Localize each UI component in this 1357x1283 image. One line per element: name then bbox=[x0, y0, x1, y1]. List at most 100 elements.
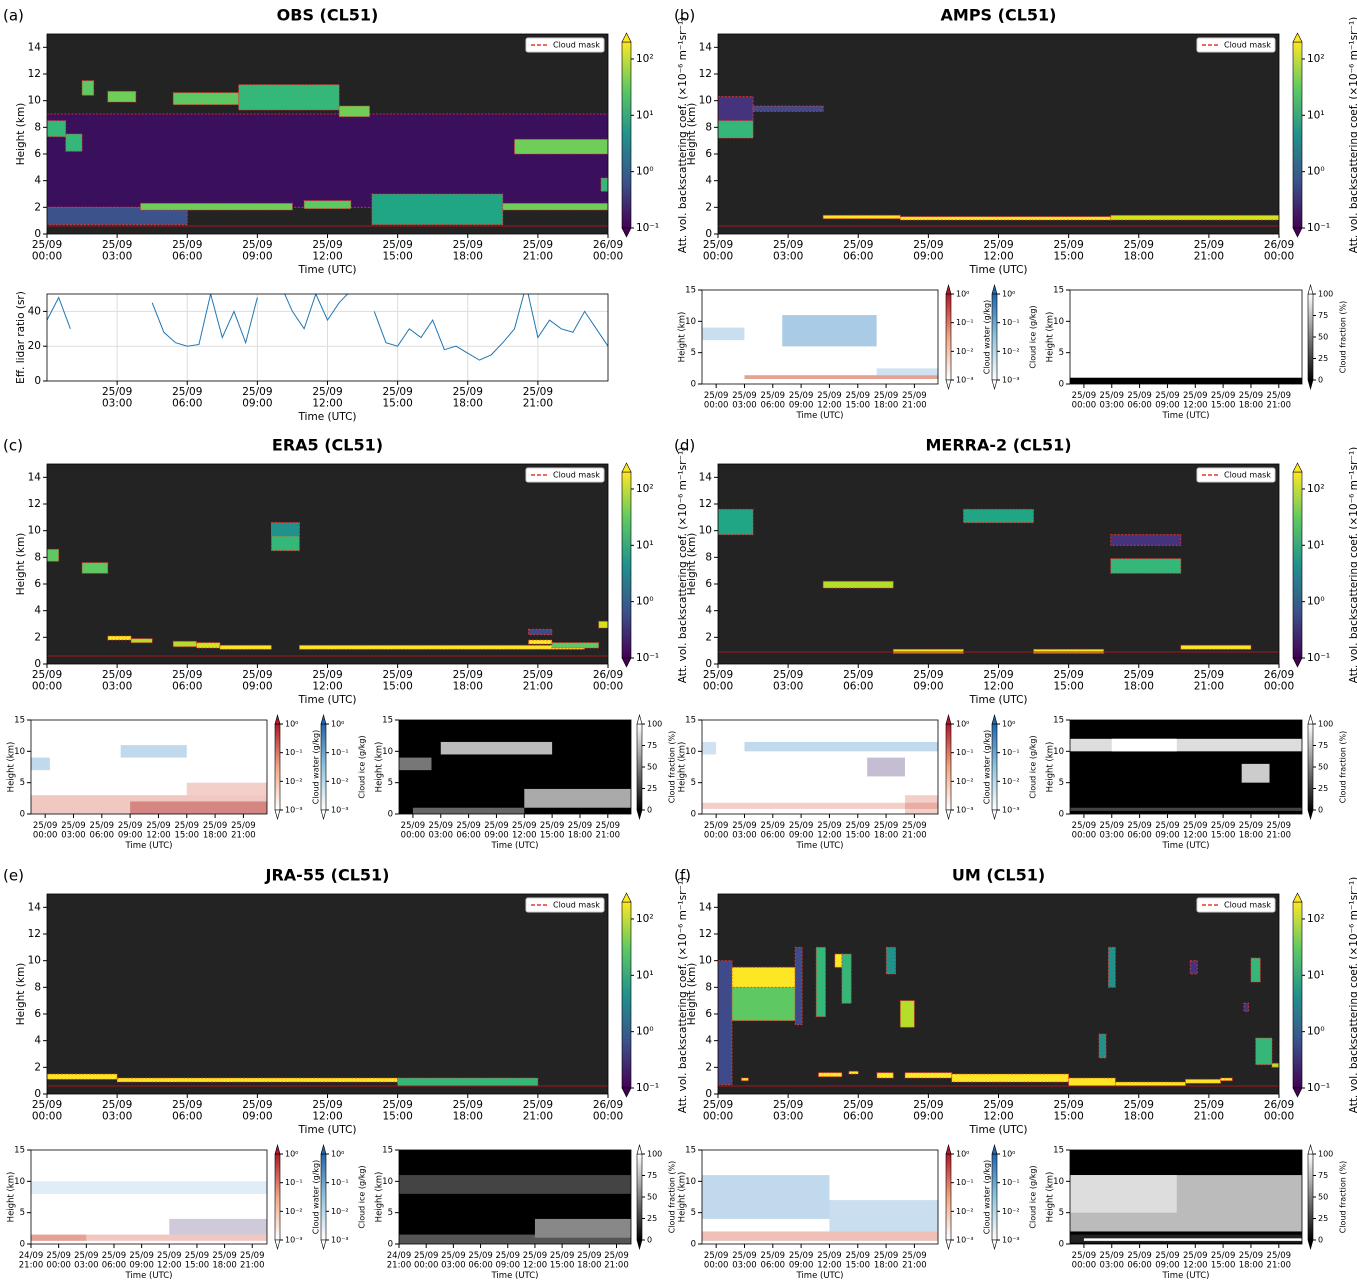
x-tick-label: 25/09 00:00 bbox=[703, 239, 733, 263]
cloud-layer bbox=[731, 966, 796, 988]
x-tick-label: 25/09 21:00 bbox=[1267, 821, 1292, 840]
colorbar-tick-label: 10⁻¹ bbox=[331, 748, 349, 757]
colorbar-label: Cloud fraction (%) bbox=[1339, 731, 1348, 804]
x-axis-label: Time (UTC) bbox=[297, 694, 356, 706]
y-axis-label: Height (km) bbox=[7, 742, 17, 793]
colorbar-tick-label: 10⁻¹ bbox=[956, 748, 974, 757]
x-tick-label: 25/09 06:00 bbox=[843, 1099, 873, 1123]
x-axis-label: Time (UTC) bbox=[968, 264, 1027, 276]
colorbar-extend bbox=[1292, 892, 1303, 903]
x-tick-label: 25/09 00:00 bbox=[414, 1251, 439, 1270]
y-axis-label: Height (km) bbox=[1046, 1172, 1056, 1223]
panel-title: AMPS (CL51) bbox=[941, 6, 1057, 25]
y-tick-label: 15 bbox=[685, 716, 696, 726]
cloud-layer bbox=[514, 138, 608, 155]
cloud-layer bbox=[841, 953, 852, 1004]
axes-frame bbox=[701, 289, 939, 385]
x-tick-label: 26/09 00:00 bbox=[593, 1099, 623, 1123]
y-tick-label: 10 bbox=[382, 747, 393, 757]
x-tick-label: 25/09 06:00 bbox=[456, 821, 481, 840]
x-tick-label: 25/09 21:00 bbox=[596, 821, 621, 840]
x-axis-label: Time (UTC) bbox=[1162, 411, 1210, 421]
y-tick-label: 0 bbox=[705, 228, 712, 240]
colorbar-tick-label: 10⁻² bbox=[331, 1207, 349, 1216]
x-tick-label: 25/09 21:00 bbox=[1267, 1251, 1292, 1270]
colorbar-tick-label: 10⁻³ bbox=[956, 806, 974, 815]
x-tick-label: 25/09 18:00 bbox=[203, 821, 228, 840]
colorbar-tick-label: 10² bbox=[1307, 53, 1325, 65]
y-tick-label: 40 bbox=[28, 305, 41, 317]
x-axis-label: Time (UTC) bbox=[125, 1271, 173, 1281]
cloud-layer bbox=[904, 795, 938, 814]
colorbar-tick-label: 10⁻³ bbox=[1002, 1236, 1020, 1245]
cloud-layer bbox=[1070, 738, 1302, 752]
y-tick-label: 5 bbox=[1059, 778, 1064, 788]
cloud-layer bbox=[744, 375, 938, 379]
x-tick-label: 25/09 12:00 bbox=[146, 821, 171, 840]
y-tick-label: 0 bbox=[1059, 380, 1064, 390]
y-tick-label: 10 bbox=[685, 1177, 696, 1187]
x-tick-label: 25/09 15:00 bbox=[1211, 821, 1236, 840]
x-tick-label: 25/09 03:00 bbox=[1100, 1251, 1125, 1270]
axes-frame bbox=[717, 893, 1280, 1095]
colorbar-tick-label: 10⁻³ bbox=[956, 1236, 974, 1245]
colorbar-extend bbox=[991, 809, 998, 821]
cloud-layer bbox=[440, 741, 553, 755]
y-tick-label: 2 bbox=[34, 631, 41, 643]
x-tick-label: 25/09 15:00 bbox=[382, 669, 412, 693]
axes-frame bbox=[1069, 289, 1303, 385]
colorbar-tick-label: 100 bbox=[647, 1150, 662, 1159]
colorbar-extend bbox=[1307, 283, 1314, 295]
plot-background bbox=[718, 894, 1279, 1094]
colorbar-tick-label: 50 bbox=[647, 1193, 657, 1202]
cloud-layer bbox=[1255, 1037, 1273, 1066]
x-tick-label: 25/09 21:00 bbox=[604, 1251, 629, 1270]
x-tick-label: 25/09 18:00 bbox=[1239, 821, 1264, 840]
x-tick-label: 25/09 06:00 bbox=[468, 1251, 493, 1270]
x-tick-label: 25/09 03:00 bbox=[1100, 821, 1125, 840]
y-axis-label: Height (km) bbox=[375, 1172, 385, 1223]
x-tick-label: 25/09 12:00 bbox=[1183, 821, 1208, 840]
cloud-layer bbox=[502, 202, 608, 211]
cloud-layer bbox=[31, 1234, 87, 1241]
cloud-layer bbox=[371, 193, 504, 226]
x-tick-label: 25/09 15:00 bbox=[1211, 391, 1236, 410]
y-tick-label: 8 bbox=[705, 981, 712, 993]
colorbar-extend bbox=[1307, 809, 1314, 821]
colorbar-tick-label: 10¹ bbox=[636, 109, 654, 121]
y-axis-label: Height (km) bbox=[686, 103, 698, 166]
x-tick-label: 24/09 21:00 bbox=[19, 1251, 44, 1270]
cloud-layer bbox=[702, 327, 745, 341]
colorbar-tick-label: 10⁻² bbox=[956, 1207, 974, 1216]
colorbar-label: Cloud water (g/kg) bbox=[312, 1160, 321, 1234]
y-tick-label: 10 bbox=[699, 955, 712, 967]
colorbar-extend bbox=[320, 713, 327, 725]
x-tick-label: 25/09 12:00 bbox=[312, 669, 342, 693]
colorbar-label: Att. vol. backscattering coef. (×10⁻⁶ m⁻… bbox=[677, 877, 689, 1114]
panel-letter: (b) bbox=[674, 7, 695, 25]
plot-background bbox=[718, 464, 1279, 664]
x-tick-label: 25/09 03:00 bbox=[732, 1251, 757, 1270]
x-tick-label: 25/09 21:00 bbox=[523, 386, 553, 410]
x-tick-label: 25/09 09:00 bbox=[118, 821, 143, 840]
colorbar-tick-label: 10⁻¹ bbox=[331, 1178, 349, 1187]
y-tick-label: 0 bbox=[34, 658, 41, 670]
y-tick-label: 12 bbox=[28, 498, 41, 510]
y-axis-label: Height (km) bbox=[15, 963, 27, 1026]
colorbar bbox=[1292, 41, 1303, 229]
colorbar bbox=[991, 723, 998, 811]
colorbar-label: Cloud fraction (%) bbox=[668, 1161, 677, 1234]
y-tick-label: 5 bbox=[691, 1208, 696, 1218]
colorbar-tick-label: 10² bbox=[636, 483, 654, 495]
cloud-layer bbox=[528, 639, 553, 645]
colorbar-tick-label: 10⁰ bbox=[331, 720, 344, 729]
x-tick-label: 25/09 06:00 bbox=[761, 391, 786, 410]
colorbar-tick-label: 25 bbox=[647, 784, 657, 793]
colorbar-extend bbox=[991, 283, 998, 295]
colorbar-tick-label: 0 bbox=[1318, 376, 1323, 385]
x-tick-label: 25/09 21:00 bbox=[902, 821, 927, 840]
y-tick-label: 0 bbox=[691, 1240, 696, 1250]
y-tick-label: 6 bbox=[34, 1008, 41, 1020]
colorbar-tick-label: 75 bbox=[1318, 741, 1328, 750]
y-tick-label: 5 bbox=[691, 778, 696, 788]
